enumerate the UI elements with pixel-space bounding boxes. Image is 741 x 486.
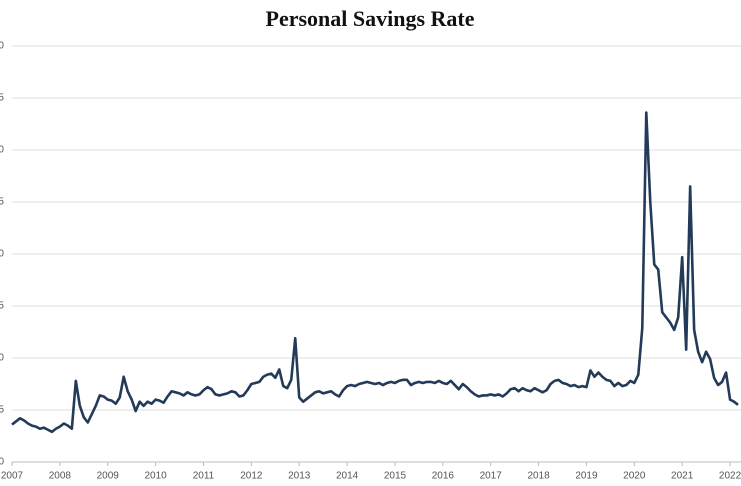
- x-tick-label: 2008: [49, 471, 72, 482]
- x-tick-label: 2007: [1, 471, 24, 482]
- y-tick-label: 25: [0, 197, 4, 208]
- y-tick-label: 35: [0, 93, 4, 104]
- x-tick-label: 2021: [671, 471, 694, 482]
- x-tick-label: 2015: [384, 471, 407, 482]
- y-tick-label: 10: [0, 353, 4, 364]
- chart-title: Personal Savings Rate: [266, 6, 475, 31]
- y-tick-label: 40: [0, 41, 4, 52]
- y-tick-label: 15: [0, 301, 4, 312]
- x-tick-label: 2013: [288, 471, 311, 482]
- x-tick-label: 2009: [97, 471, 120, 482]
- x-tick-label: 2012: [240, 471, 263, 482]
- x-tick-label: 2011: [193, 471, 215, 482]
- x-tick-label: 2016: [432, 471, 455, 482]
- x-tick-label: 2020: [623, 471, 646, 482]
- x-tick-label: 2010: [144, 471, 167, 482]
- x-tick-label: 2019: [575, 471, 598, 482]
- y-tick-label: 5: [0, 405, 4, 416]
- x-tick-label: 2014: [336, 471, 359, 482]
- y-tick-label: 30: [0, 145, 4, 156]
- x-tick-label: 2022: [719, 471, 741, 482]
- y-tick-label: 0: [0, 457, 4, 468]
- y-tick-label: 20: [0, 249, 4, 260]
- x-tick-label: 2018: [527, 471, 550, 482]
- savings-rate-line: [11, 111, 739, 434]
- x-tick-label: 2017: [480, 471, 503, 482]
